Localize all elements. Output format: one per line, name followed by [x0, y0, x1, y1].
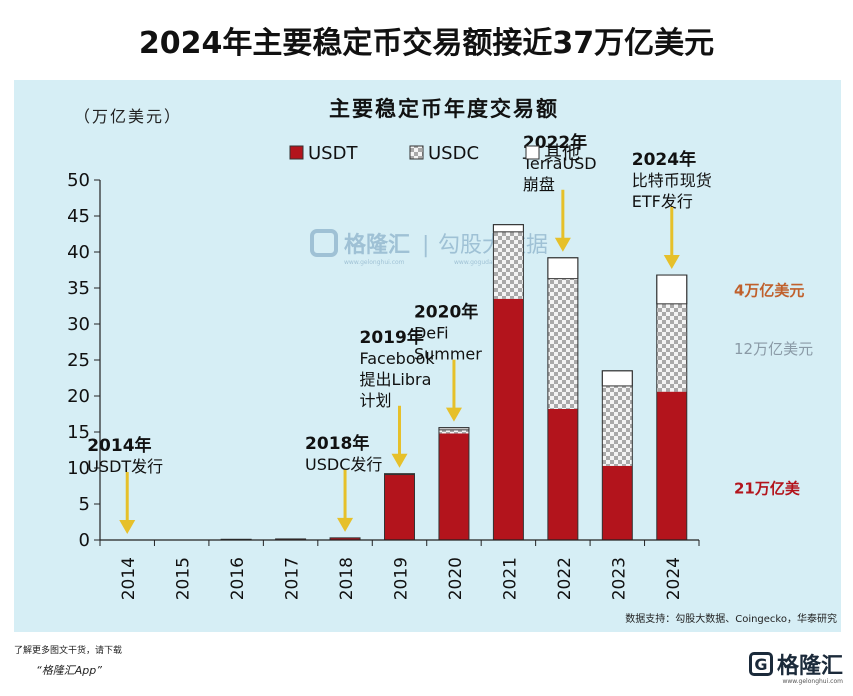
- legend-item-1: USDC: [409, 143, 479, 164]
- bar-其他-2024: [656, 274, 688, 305]
- footer-app-name: “格隆汇App”: [36, 664, 102, 677]
- arrow-head-icon: [119, 520, 136, 534]
- bar-其他-2023: [601, 370, 633, 387]
- bar-其他-2022: [547, 257, 579, 280]
- watermark-brand: 格隆汇: [344, 232, 410, 258]
- side-label-1: 12万亿美元: [734, 340, 813, 358]
- bar-USDC-2021: [493, 231, 524, 299]
- headline: 2024年主要稳定币交易额接近37万亿美元: [138, 26, 715, 61]
- bar-USDT-2024: [656, 391, 687, 540]
- y-tick-label: 35: [67, 278, 90, 299]
- x-tick-label: 2023: [609, 557, 629, 600]
- x-tick-label: 2024: [664, 557, 684, 600]
- watermark-logo-icon: [310, 229, 338, 257]
- legend-label: 其他: [544, 143, 580, 164]
- y-tick-label: 45: [67, 206, 90, 227]
- y-tick-label: 25: [67, 350, 90, 371]
- watermark-site-left: www.gelonghui.com: [344, 259, 405, 266]
- arrow-head-icon: [663, 255, 680, 270]
- arrow-head-icon: [337, 517, 354, 532]
- annotation-year: 2018年: [305, 433, 369, 454]
- x-tick-label: 2015: [174, 557, 194, 600]
- watermark-divider: |: [422, 233, 429, 258]
- legend-swatch: [289, 145, 304, 160]
- legend-label: USDT: [308, 143, 358, 164]
- x-tick-label: 2016: [228, 557, 248, 600]
- y-tick-label: 20: [67, 386, 90, 407]
- y-tick-label: 40: [67, 242, 90, 263]
- annotation-text: USDC发行: [305, 455, 382, 474]
- arrow-head-icon: [391, 453, 408, 468]
- legend-swatch: [409, 145, 424, 160]
- arrow-head-icon: [445, 407, 462, 422]
- bar-其他-2021: [492, 224, 524, 233]
- x-tick-label: 2022: [555, 557, 575, 600]
- logo-text: 格隆汇: [776, 654, 843, 679]
- bar-USDT-2020: [438, 433, 469, 540]
- annotation-year: 2019年: [360, 327, 424, 348]
- y-tick-label: 15: [67, 422, 90, 443]
- x-tick-label: 2020: [446, 557, 466, 600]
- x-tick-label: 2014: [119, 557, 139, 600]
- x-tick-label: 2018: [337, 557, 357, 600]
- legend-item-0: USDT: [289, 143, 358, 164]
- y-tick-label: 5: [79, 494, 90, 515]
- annotation-text: TerraUSD: [522, 154, 597, 173]
- y-tick-label: 10: [67, 458, 90, 479]
- bar-USDC-2020: [438, 429, 469, 434]
- annotation-text: ETF发行: [632, 192, 693, 211]
- logo-mark-icon: G: [748, 652, 773, 676]
- footer-line: 了解更多图文干货，请下载: [14, 646, 123, 656]
- y-tick-label: 30: [67, 314, 90, 335]
- annotation-text: DeFi: [414, 324, 449, 343]
- bar-USDT-2023: [602, 465, 633, 540]
- annotation-year: 2014年: [87, 435, 151, 456]
- logo-site: www.gelonghui.com: [782, 678, 843, 685]
- bar-USDC-2024: [656, 303, 687, 392]
- bar-USDT-2022: [547, 408, 578, 540]
- chart-title: 主要稳定币年度交易额: [329, 97, 559, 121]
- y-axis-label: （万亿美元）: [74, 107, 182, 126]
- y-tick-label: 0: [79, 530, 90, 551]
- chart-panel: 格隆汇 | 勾股大数据 www.gelonghui.com www.gogudata.c…: [14, 80, 841, 632]
- x-tick-label: 2019: [392, 557, 412, 600]
- annotation-text: USDT发行: [87, 457, 163, 476]
- legend-swatch: [525, 145, 540, 160]
- watermark-site-right: www.gogudata.com: [454, 259, 514, 266]
- bar-USDC-2023: [602, 385, 633, 466]
- annotation-text: 崩盘: [523, 175, 555, 194]
- bar-USDT-2019: [384, 474, 415, 540]
- legend-label: USDC: [428, 143, 479, 164]
- footer-promo: 了解更多图文干货，请下载 “格隆汇App”: [14, 644, 214, 678]
- annotation-text: Facebook: [360, 349, 436, 368]
- annotation-text: 比特币现货: [632, 171, 712, 190]
- footer-logo: G 格隆汇 www.gelonghui.com: [748, 648, 843, 685]
- arrow-head-icon: [554, 237, 571, 252]
- x-tick-label: 2017: [283, 557, 303, 600]
- annotation-text: Summer: [414, 345, 482, 364]
- x-tick-label: 2021: [500, 557, 520, 600]
- bar-USDT-2021: [493, 298, 524, 540]
- annotation-year: 2020年: [414, 302, 478, 323]
- annotation-text: 提出Libra: [360, 370, 432, 389]
- bar-USDT-2018: [330, 537, 361, 540]
- annotation-year: 2024年: [632, 149, 696, 170]
- y-tick-label: 50: [67, 170, 90, 191]
- legend-item-2: 其他: [525, 143, 580, 164]
- side-label-0: 4万亿美元: [734, 281, 804, 299]
- annotation-text: 计划: [360, 391, 392, 410]
- bar-USDC-2022: [547, 278, 578, 409]
- side-label-2: 21万亿美: [734, 479, 801, 497]
- source-note: 数据支持：勾股大数据、Coingecko，华泰研究: [625, 612, 837, 625]
